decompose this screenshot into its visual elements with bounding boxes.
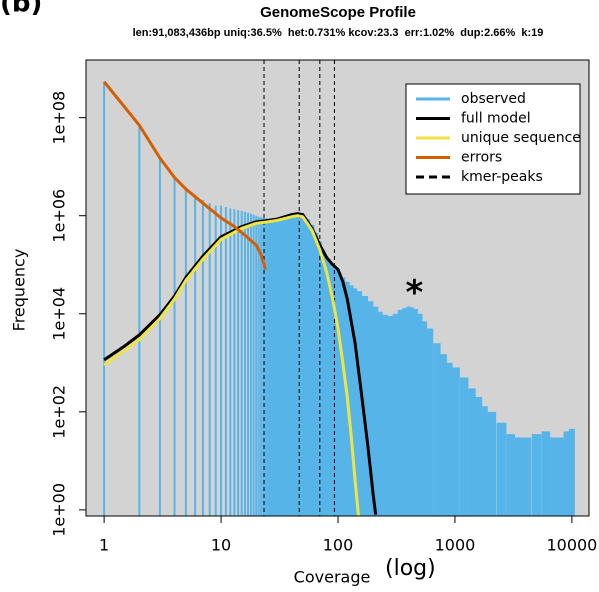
y-tick-label: 1e+08 <box>50 91 69 145</box>
x-tick-label: 1000 <box>435 536 476 555</box>
x-tick-label: 100 <box>323 536 354 555</box>
x-tick-label: 10 <box>211 536 231 555</box>
legend-label: unique sequence <box>461 130 581 146</box>
chart-subtitle: len:91,083,436bp uniq:36.5% het:0.731% k… <box>133 27 544 39</box>
plot-area <box>102 60 575 516</box>
panel-label: (b) <box>0 0 42 19</box>
y-tick-label: 1e+00 <box>50 483 69 537</box>
y-axis-label: Frequency <box>10 249 29 332</box>
annotation: * <box>406 273 424 313</box>
series-line <box>103 212 378 515</box>
y-tick-label: 1e+02 <box>50 385 69 439</box>
legend-label: full model <box>461 111 531 127</box>
plot-frame <box>85 59 590 517</box>
series-line <box>102 80 267 270</box>
y-tick-label: 1e+06 <box>50 189 69 243</box>
legend-label: errors <box>461 150 502 166</box>
legend-label: kmer-peaks <box>461 169 543 185</box>
x-axis-label: Coverage <box>294 568 371 587</box>
chart-title: GenomeScope Profile <box>260 4 416 21</box>
x-axis-note: (log) <box>385 556 436 581</box>
y-tick-label: 1e+04 <box>50 287 69 341</box>
x-tick-label: 10000 <box>546 536 597 555</box>
legend-label: observed <box>461 91 526 107</box>
x-tick-label: 1 <box>99 536 109 555</box>
series-line <box>103 214 360 516</box>
